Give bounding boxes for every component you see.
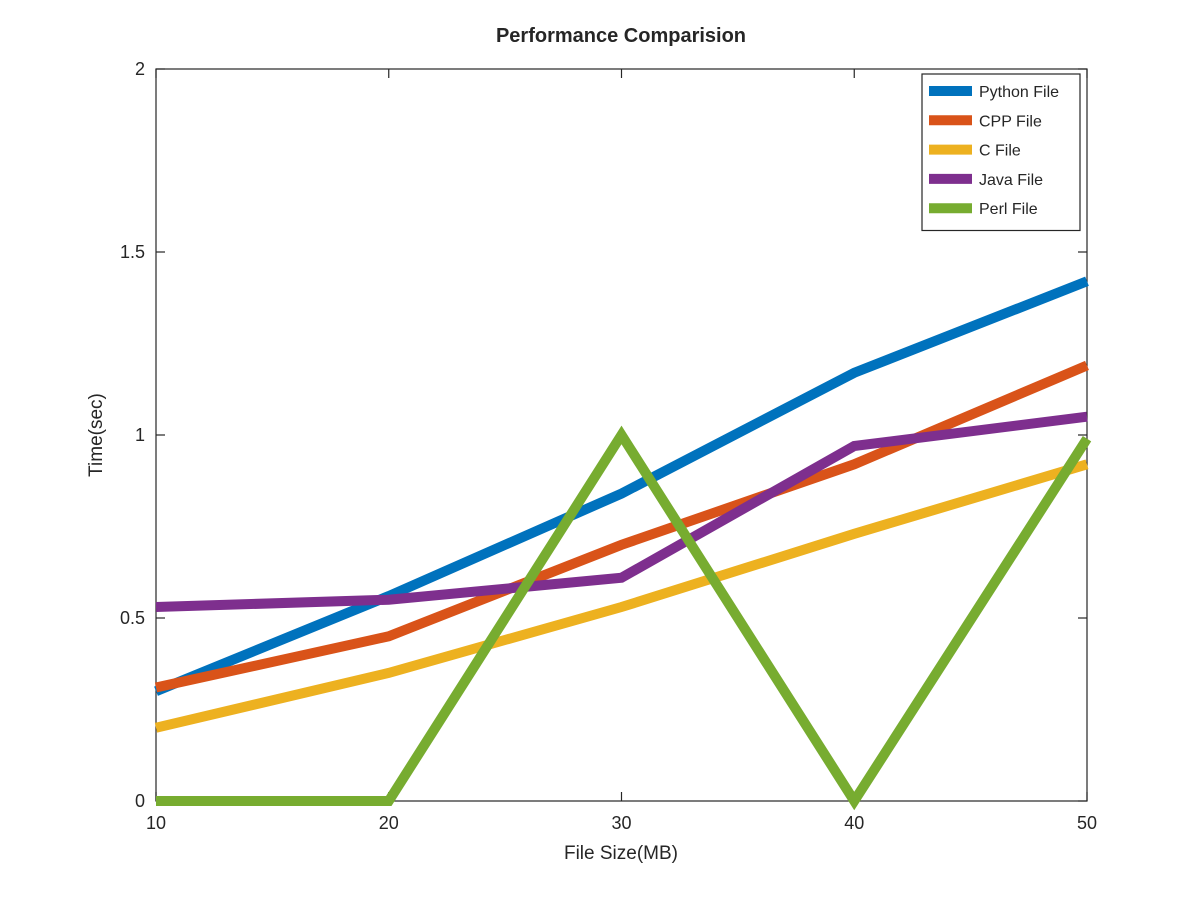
y-tick-label: 2 [135,59,145,79]
x-tick-label: 20 [379,813,399,833]
legend-label: Python File [979,84,1059,101]
plot-area: 10 20 30 40 50 0 0.5 1 1.5 2 [120,59,1097,833]
series-line-c-file [154,459,1089,733]
x-axis-label: File Size(MB) [564,843,678,864]
x-tick-label: 50 [1077,813,1097,833]
legend-label: C File [979,143,1021,160]
y-tick-label: 1.5 [120,242,145,262]
y-tick-label: 0 [135,791,145,811]
legend-label: CPP File [979,113,1042,130]
y-tick-label: 0.5 [120,608,145,628]
y-tick-label: 1 [135,425,145,445]
legend-label: Java File [979,172,1043,189]
x-tick-label: 10 [146,813,166,833]
series-lines [154,276,1092,811]
x-tick-label: 30 [611,813,631,833]
series-line-python-file [154,276,1089,696]
legend-label: Perl File [979,201,1038,218]
chart-title: Performance Comparision [496,25,746,47]
series-line-java-file [155,411,1088,613]
x-tick-label: 40 [844,813,864,833]
y-axis-label: Time(sec) [86,393,107,477]
legend: Python File CPP File C File Java File Perl F… [921,73,1081,232]
